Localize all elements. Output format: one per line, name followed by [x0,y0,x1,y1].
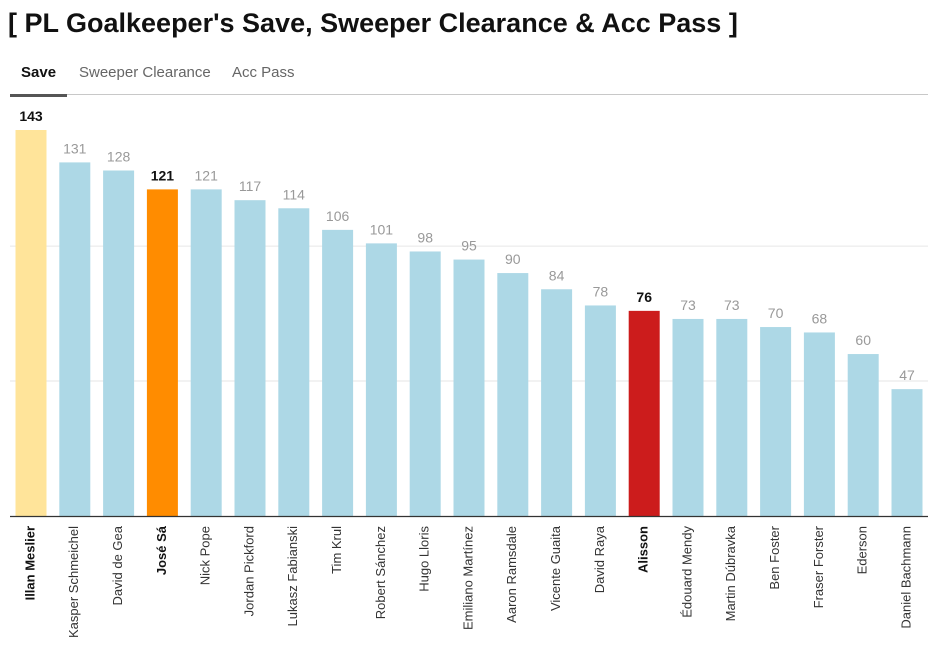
bar [146,189,178,516]
bar-chart: 143 Illan Meslier 131 Kasper Schmeichel 128 D… [10,108,928,638]
value-label: 78 [593,283,609,299]
category-label: Alisson [636,526,651,573]
tab-bar: Save Sweeper Clearance Acc Pass [10,56,928,97]
category-label: Robert Sánchez [373,526,388,619]
category-label: Fraser Forster [811,525,826,608]
bar [234,200,266,516]
value-label: 131 [63,140,87,156]
value-label: 121 [195,167,219,183]
value-label: 121 [151,167,175,183]
bar [453,259,485,516]
category-label: Aaron Ramsdale [504,526,519,623]
bar [891,389,923,516]
value-label: 60 [855,332,871,348]
value-label: 143 [19,108,43,124]
category-label: Kasper Schmeichel [66,526,81,638]
value-label: 98 [417,229,433,245]
bar [365,243,397,516]
value-label: 84 [549,267,565,283]
category-label: David de Gea [110,525,125,605]
category-label: David Raya [592,525,607,593]
value-label: 47 [899,367,915,383]
bar [59,162,91,516]
value-label: 114 [283,186,306,202]
value-label: 106 [326,208,350,224]
category-label: Illan Meslier [22,526,37,600]
category-label: Daniel Bachmann [898,526,913,629]
bar [497,273,529,516]
bar [672,318,704,516]
bar [847,354,879,516]
value-label: 90 [505,251,521,267]
bar [760,327,792,516]
bar [190,189,222,516]
bar [584,305,616,516]
value-label: 73 [680,297,696,313]
tab-acc-pass[interactable]: Acc Pass [232,64,295,81]
value-label: 73 [724,297,740,313]
bar [409,251,441,516]
value-label: 101 [370,221,394,237]
bar [628,310,660,516]
category-label: Emiliano Martínez [460,526,475,630]
category-label: José Sá [154,525,169,575]
value-label: 95 [461,238,477,254]
value-label: 70 [768,305,784,321]
category-label: Tim Krul [329,526,344,574]
value-label: 128 [107,148,131,164]
tab-sweeper-clearance[interactable]: Sweeper Clearance [79,64,211,81]
bar [541,289,573,516]
bar [15,130,47,516]
category-label: Ben Foster [767,525,782,589]
bar [103,170,135,516]
category-label: Ederson [855,526,870,574]
category-label: Lukasz Fabianski [285,526,300,627]
tab-save[interactable]: Save [10,64,68,97]
category-label: Jordan Pickford [241,526,256,616]
value-label: 68 [812,310,828,326]
page-title: [ PL Goalkeeper's Save, Sweeper Clearanc… [8,8,738,38]
bar [716,318,748,516]
category-label: Hugo Lloris [417,526,432,592]
category-label: Martin Dúbravka [723,525,738,621]
bar [322,229,354,516]
category-label: Nick Pope [198,526,213,585]
bar [278,208,310,516]
category-label: Édouard Mendy [679,526,694,618]
category-label: Vicente Guaita [548,525,563,611]
value-label: 76 [636,289,652,305]
bar [803,332,835,516]
value-label: 117 [239,178,262,194]
